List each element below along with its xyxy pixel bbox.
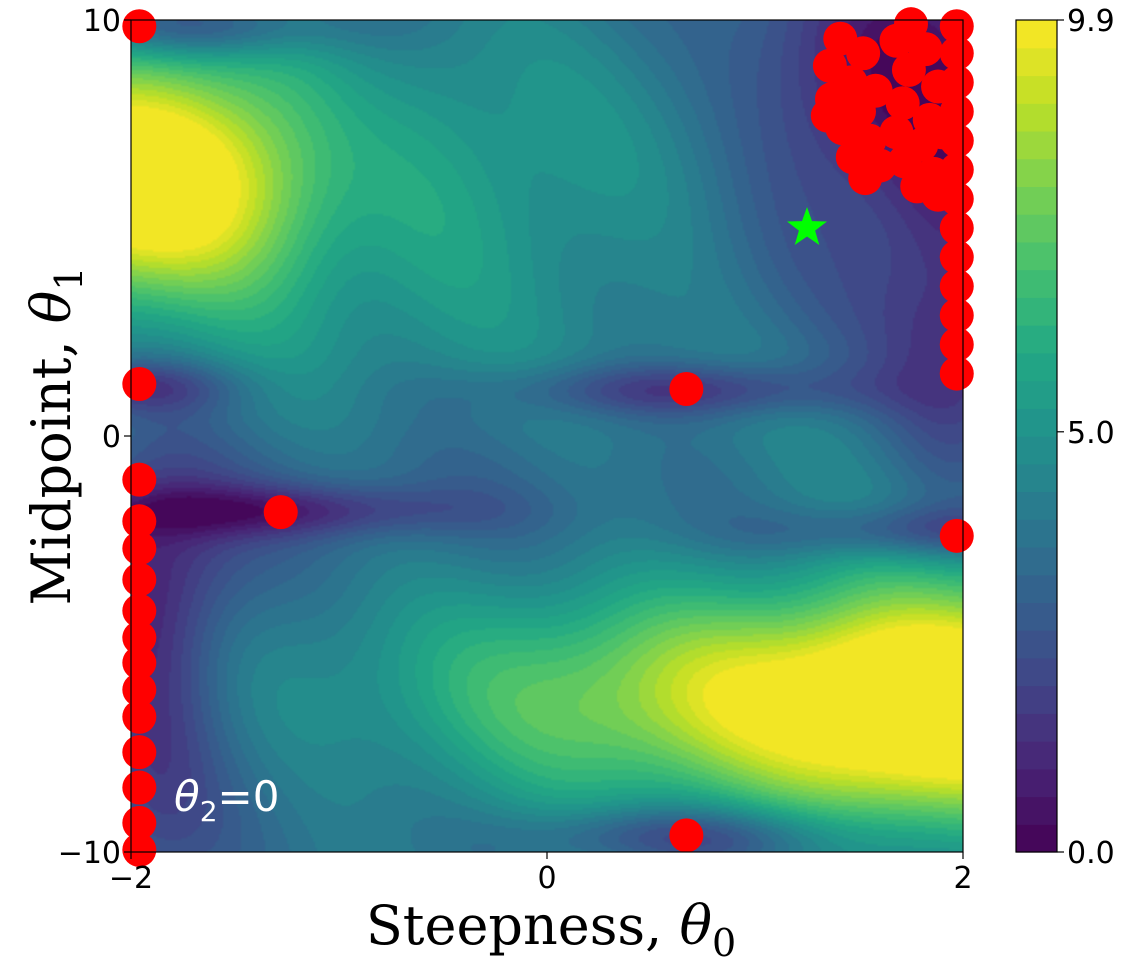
colorbar-band [1016,103,1057,132]
colorbar-band [1016,713,1057,742]
sample-point [122,770,157,805]
colorbar-band [1016,602,1057,631]
sample-point [939,298,974,333]
colorbar-band [1016,130,1057,160]
colorbar-band [1016,241,1057,271]
colorbar-band [1016,824,1057,853]
sample-point [925,115,960,150]
colorbar-band [1016,685,1057,714]
colorbar-tick-label: 9.9 [1067,4,1115,39]
y-tick-label: 0 [102,420,121,455]
sample-point [846,36,881,71]
sample-point [885,86,920,121]
annotation-rest: =0 [218,772,280,821]
sample-point [669,371,704,406]
y-axis-label-subscript: 1 [47,267,91,291]
sample-point [122,735,157,770]
sample-point [122,367,157,401]
sample-point [939,36,974,71]
sample-point [939,327,974,362]
colorbar-band [1016,297,1057,326]
colorbar-frame [1015,19,1058,853]
sample-point [921,69,956,104]
contour-field [131,20,963,852]
x-axis: −2 0 2 [109,852,973,896]
colorbar-band [1016,380,1057,409]
x-axis-label: Steepness, θ0 [366,894,736,964]
sample-point [891,52,926,87]
colorbar-ticks: 0.0 5.0 9.9 [1057,4,1115,871]
sample-point [848,161,883,196]
sample-point [122,562,157,597]
colorbar-tick-label: 0.0 [1067,836,1115,871]
colorbar-band [1016,768,1057,798]
sample-point [939,356,974,391]
x-tick-label: 2 [953,861,972,896]
colorbar-band [1016,546,1057,576]
colorbar-tick-label: 5.0 [1067,416,1115,451]
best-point-layer [787,207,827,245]
colorbar-bands [1016,20,1057,853]
colorbar-band [1016,20,1057,49]
colorbar-band [1016,158,1057,187]
y-axis-label-symbol: θ [20,291,83,324]
y-axis: −10 0 10 [58,4,131,871]
annotation-subscript: 2 [200,795,218,828]
colorbar-band [1016,741,1057,770]
sample-point [810,98,845,133]
best-point-star [787,207,827,245]
sample-point [939,240,974,275]
y-axis-label: Midpoint, θ1 [20,267,91,606]
colorbar-band [1016,352,1057,382]
y-axis-label-text: Midpoint, [20,323,83,605]
x-tick-label: −2 [109,861,153,896]
colorbar-band [1016,325,1057,354]
colorbar-band [1016,436,1057,465]
colorbar-band [1016,574,1057,603]
sample-point [939,518,974,553]
colorbar-band [1016,491,1057,520]
colorbar-band [1016,657,1057,687]
colorbar-band [1016,75,1057,104]
sample-point [263,495,298,530]
y-tick-label: −10 [58,836,121,871]
x-axis-label-text: Steepness, [366,894,680,957]
sample-point [939,269,974,304]
x-tick-label: 0 [537,861,556,896]
colorbar-band [1016,186,1057,215]
sample-point [122,9,157,44]
sample-point [939,211,974,245]
colorbar-band [1016,214,1057,243]
colorbar-band [1016,463,1057,493]
x-axis-label-symbol: θ [679,894,712,957]
colorbar: 0.0 5.0 9.9 [1015,4,1115,871]
colorbar-band [1016,630,1057,659]
colorbar-band [1016,47,1057,77]
sample-point [879,23,914,58]
annotation-symbol: θ [174,772,200,821]
sample-point [122,699,157,734]
x-axis-label-subscript: 0 [712,921,736,964]
colorbar-band [1016,269,1057,298]
theta2-annotation: θ2=0 [174,772,279,828]
sample-point [669,818,704,853]
colorbar-band [1016,519,1057,548]
plot-area: θ2=0 [122,7,974,867]
y-tick-label: 10 [83,4,121,39]
sample-point [122,531,157,566]
colorbar-band [1016,408,1057,437]
sample-point [122,462,157,497]
sample-point [921,177,956,212]
colorbar-band [1016,796,1057,825]
sample-point [939,9,974,44]
